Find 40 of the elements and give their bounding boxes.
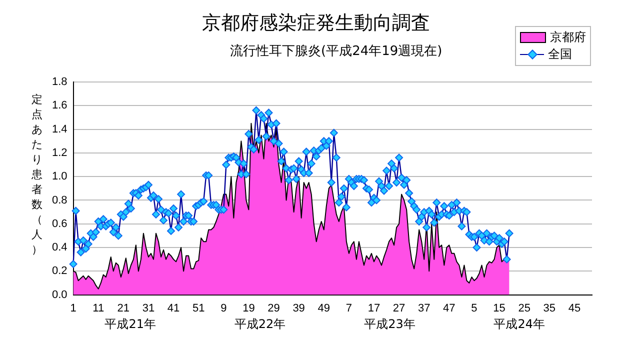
y-tick-label: 1.8: [52, 76, 68, 88]
chart-title: 京都府感染症発生動向調査: [202, 12, 430, 34]
y-tick-label: 1.2: [52, 146, 68, 159]
y-tick-label: 0.8: [52, 194, 68, 206]
x-tick-label: 21: [117, 302, 130, 314]
x-tick-label: 15: [493, 302, 506, 314]
legend-label: 京都府: [550, 29, 586, 46]
x-tick-label: 25: [518, 302, 530, 314]
x-tick-label: 51: [192, 302, 205, 314]
y-tick-label: 1.6: [52, 100, 68, 112]
text: 平成22年: [234, 316, 286, 331]
x-tick-label: 19: [242, 302, 255, 314]
x-tick-label: 37: [418, 302, 430, 314]
x-tick-label: 35: [543, 302, 556, 314]
x-tick-label: 45: [568, 302, 581, 314]
x-tick-label: 27: [392, 302, 406, 314]
y-tick-label: 0.4: [52, 242, 68, 254]
x-tick-label: 17: [368, 302, 380, 314]
x-tick-label: 39: [292, 302, 305, 314]
text: 平成21年: [104, 316, 156, 331]
chart-subtitle: 流行性耳下腺炎(平成24年19週現在): [230, 43, 442, 60]
x-tick-label: 41: [167, 302, 180, 314]
text: 定点あたり患者数（人）: [32, 93, 42, 256]
x-tick-label: 11: [92, 302, 104, 314]
y-tick-label: 0.0: [52, 288, 68, 301]
x-tick-label: 31: [142, 302, 155, 314]
text: 平成24年: [494, 316, 546, 331]
y-tick-label: 1.4: [52, 123, 68, 136]
x-tick-label: 29: [268, 302, 280, 314]
text: 平成23年: [364, 316, 416, 331]
x-tick-label: 47: [443, 302, 456, 314]
x-tick-label: 9: [220, 302, 227, 314]
x-tick-label: 49: [318, 302, 330, 314]
y-tick-label: 0.6: [52, 218, 68, 230]
x-tick-label: 7: [346, 302, 352, 314]
x-tick-label: 1: [70, 302, 76, 314]
legend-label: 全国: [548, 46, 572, 63]
y-tick-label: 1.0: [52, 170, 68, 183]
y-tick-label: 0.2: [52, 265, 68, 278]
x-tick-label: 5: [471, 302, 478, 314]
